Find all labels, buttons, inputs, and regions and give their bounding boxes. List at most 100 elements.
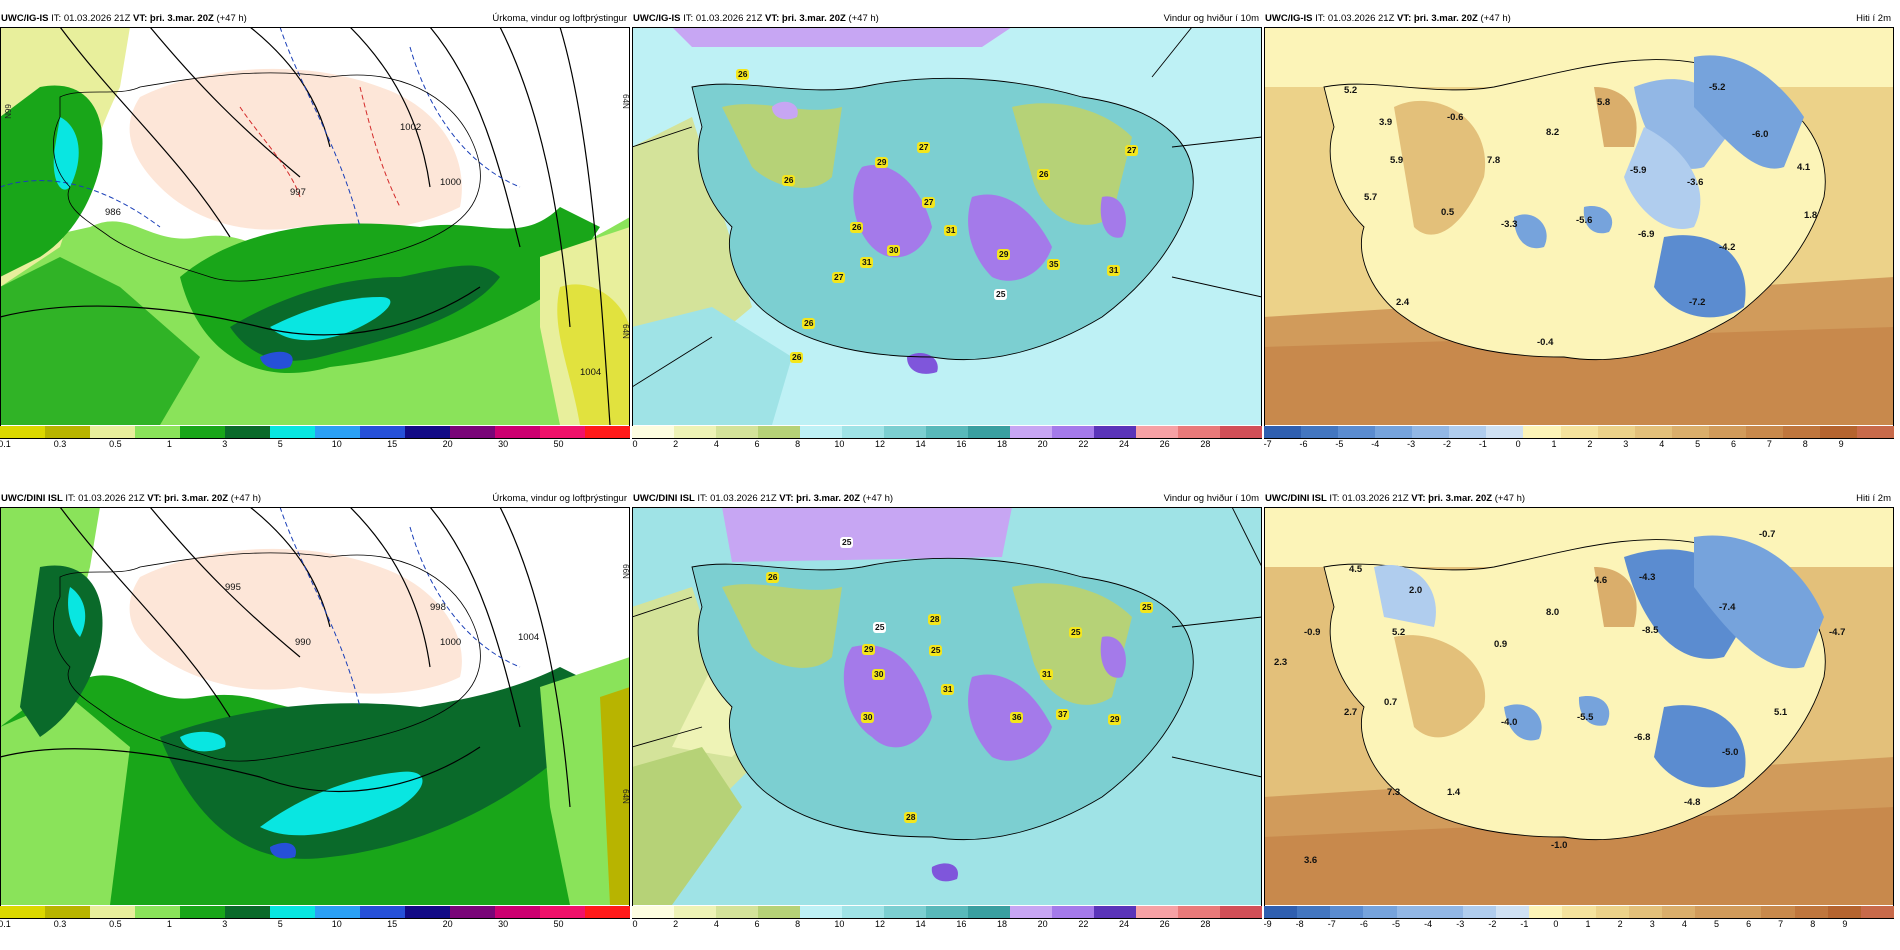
temp-value: 8.0 (1546, 607, 1560, 618)
temp-value: 5.2 (1392, 627, 1406, 638)
colorbar-swatch (1301, 426, 1339, 438)
panel-top-precip: UWC/IG-IS IT: 01.03.2026 21Z VT: þri. 3.… (0, 12, 630, 457)
colorbar-tick-label: 0.1 (0, 919, 11, 929)
gust-label: 27 (917, 142, 931, 153)
colorbar-swatch (1496, 906, 1530, 918)
model-name: UWC/DINI ISL (633, 493, 695, 504)
colorbar-tick-label: 7 (1778, 919, 1784, 929)
colorbar-swatch (90, 906, 135, 918)
colorbar-tick-label: -7 (1327, 919, 1336, 929)
colorbar-tick-label: 30 (498, 919, 509, 929)
colorbar-swatch (1745, 426, 1783, 438)
gust-label: 35 (1047, 259, 1061, 270)
colorbar-tick-label: 15 (387, 919, 398, 929)
colorbar-swatch (1220, 906, 1262, 918)
colorbar-swatch (1136, 426, 1178, 438)
valid-time: þri. 3.mar. 20Z (796, 493, 861, 504)
colorbar-swatch (1052, 906, 1094, 918)
colorbar-swatch (968, 426, 1010, 438)
colorbar-swatch (1264, 906, 1298, 918)
colorbar-tick-label: -9 (1263, 919, 1272, 929)
colorbar-swatch (758, 426, 800, 438)
colorbar-tick-label: 3 (222, 439, 228, 449)
colorbar-tick-label: 0 (1553, 919, 1559, 929)
wind-map-graphic (632, 507, 1262, 905)
colorbar-swatch (1857, 426, 1895, 438)
isobar-label: 998 (430, 602, 446, 613)
colorbar-tick-label: 20 (1037, 919, 1048, 929)
colorbar-tick-label: 10 (331, 919, 342, 929)
colorbar-swatch (716, 426, 758, 438)
precip-map-graphic (0, 507, 630, 905)
lead-time: (+47 h) (848, 13, 879, 24)
colorbar-tick-label: -8 (1295, 919, 1304, 929)
colorbar-tick-label: 1 (1551, 439, 1557, 449)
colorbar-swatch (1628, 906, 1662, 918)
colorbar-tick-label: 5 (1713, 919, 1719, 929)
colorbar-swatch (968, 906, 1010, 918)
colorbar-swatch (1429, 906, 1463, 918)
isobar-label: 1004 (518, 632, 540, 643)
colorbar-tick-label: 0 (1515, 439, 1521, 449)
panel-header: UWC/IG-IS IT: 01.03.2026 21Z VT: þri. 3.… (633, 12, 1261, 26)
panel-top-temp: UWC/IG-IS IT: 01.03.2026 21Z VT: þri. 3.… (1264, 12, 1895, 457)
panel-header: UWC/DINI ISL IT: 01.03.2026 21Z VT: þri.… (1265, 492, 1893, 506)
isobar-label: 997 (290, 187, 306, 198)
colorbar-tick-label: -5 (1392, 919, 1401, 929)
temp-value: -4.8 (1684, 797, 1701, 808)
colorbar-swatch (1178, 426, 1220, 438)
isobar-label: 986 (105, 207, 121, 218)
colorbar-tick-label: 12 (874, 439, 886, 449)
colorbar-tick-label: 28 (1200, 439, 1211, 449)
colorbar-swatch (1297, 906, 1331, 918)
colorbar-tick-label: 4 (1681, 919, 1687, 929)
temp-value: -7.4 (1719, 602, 1736, 613)
colorbar-tick-label: 20 (442, 439, 453, 449)
init-time: 01.03.2026 21Z (1327, 13, 1395, 24)
colorbar-ticks: 0 2 4 6 8 10 12 14 16 18 20 22 24 26 28 (632, 438, 1262, 450)
temp-value: -5.5 (1577, 712, 1594, 723)
colorbar (632, 906, 1262, 918)
temp-value: 5.1 (1774, 707, 1788, 718)
model-name: UWC/IG-IS (633, 13, 681, 24)
isobar-label: 990 (295, 637, 311, 648)
colorbar-tick-label: 5 (277, 919, 283, 929)
colorbar-swatch (1708, 426, 1746, 438)
gust-label: 37 (1056, 709, 1070, 720)
wind-map: 26 28 25 25 29 25 30 31 31 30 36 37 29 2… (632, 507, 1262, 905)
lead-time: (+47 h) (1494, 493, 1526, 504)
temp-value: 8.2 (1546, 127, 1560, 138)
panel-title: Vindur og hviður í 10m (1163, 13, 1259, 24)
precip-map: 995 1000 1004 990 998 66N 64N (0, 507, 630, 905)
colorbar-tick-label: 8 (1810, 919, 1816, 929)
colorbar-swatch (225, 906, 270, 918)
latitude-label: 66N (620, 564, 630, 579)
colorbar-swatch (716, 906, 758, 918)
gust-label: 26 (850, 222, 864, 233)
colorbar-tick-label: 1 (166, 919, 172, 929)
isobar-label: 1004 (580, 367, 602, 378)
temp-value: 2.7 (1344, 707, 1358, 718)
isobar-label: 1000 (440, 637, 462, 648)
gust-label: 26 (782, 175, 796, 186)
colorbar-tick-label: 0.3 (53, 919, 67, 929)
temp-value: 2.0 (1409, 585, 1423, 596)
colorbar-swatch (1794, 906, 1828, 918)
temp-value: 4.6 (1594, 575, 1608, 586)
colorbar-tick-label: 15 (387, 439, 398, 449)
temp-value: -6.8 (1634, 732, 1651, 743)
colorbar-tick-label: -1 (1478, 439, 1487, 449)
vt-label: VT: (1397, 13, 1412, 24)
colorbar-swatch (450, 426, 495, 438)
gust-label: 29 (997, 249, 1011, 260)
colorbar-tick-label: 10 (834, 439, 845, 449)
colorbar-swatch (842, 906, 884, 918)
colorbar (0, 426, 630, 438)
colorbar-swatch (135, 426, 180, 438)
colorbar-swatch (1562, 906, 1596, 918)
latitude-label: 64N (620, 94, 630, 109)
colorbar-tick-label: 10 (834, 919, 845, 929)
temp-value: -8.5 (1642, 625, 1659, 636)
latitude-label: 64N (620, 324, 630, 339)
colorbar-swatch (800, 906, 842, 918)
